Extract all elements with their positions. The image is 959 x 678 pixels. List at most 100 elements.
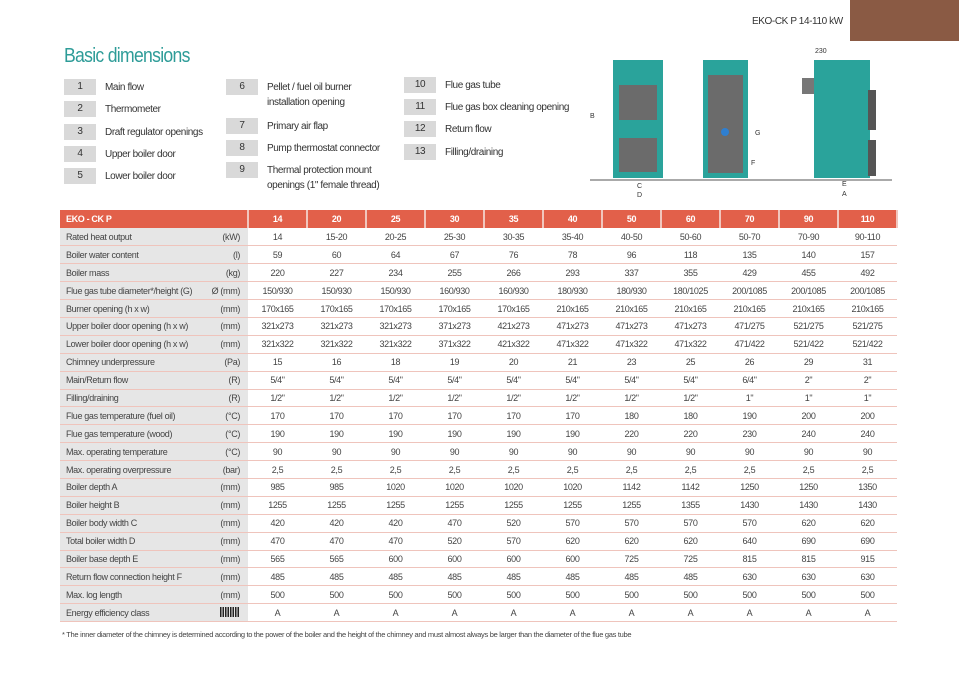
table-cell: 2,5 [425,460,484,479]
legend-number: 2 [64,101,96,117]
table-cell: 570 [543,514,602,533]
table-cell: 150/930 [248,281,307,301]
table-cell: 471x273 [661,317,720,336]
table-cell: 471x322 [602,335,661,354]
table-cell: 170 [248,406,307,426]
table-cell: A [484,603,543,623]
brand-corner-block [850,0,959,41]
table-cell: 220 [248,263,307,283]
table-cell: 321x322 [307,335,366,354]
legend-number: 6 [226,79,258,95]
table-cell: 60 [307,245,366,265]
model-column-header: 30 [425,210,485,228]
table-cell: 1020 [425,478,484,497]
table-cell: 170 [425,406,484,426]
table-cell: 200/1085 [838,281,897,301]
row-label: Boiler depth A [60,478,193,497]
row-unit: (mm) [193,478,248,497]
legend-text: Lower boiler door [105,171,176,182]
table-cell: 5/4" [661,371,720,390]
table-cell: 1255 [366,496,425,515]
table-cell: 5/4" [484,371,543,390]
table-cell: 170x165 [484,299,543,318]
table-cell: 500 [425,585,484,605]
legend-number: 8 [226,140,258,156]
table-cell: 485 [366,567,425,587]
table-cell: 135 [720,245,779,265]
model-column-header: 14 [248,210,308,228]
table-cell: 5/4" [307,371,366,390]
table-row: Energy efficiency class A A A A A A A A A A A [60,603,897,623]
table-cell: 220 [661,424,720,444]
model-column-header: 40 [543,210,603,228]
table-cell: 170 [366,406,425,426]
table-cell: 471x322 [543,335,602,354]
table-cell: 565 [307,550,366,569]
table-cell: 50-60 [661,228,720,247]
table-cell: 570 [720,514,779,533]
row-label: Boiler water content [60,245,193,265]
model-column-header: 50 [602,210,662,228]
table-cell: 90 [425,442,484,462]
table-cell: 190 [366,424,425,444]
table-cell: 600 [366,550,425,569]
table-row: Burner opening (h x w) (mm) 170x165 170x165… [60,299,897,318]
table-cell: 485 [484,567,543,587]
table-cell: 420 [366,514,425,533]
legend-item: 8 Pump thermostat connector [226,140,380,156]
table-cell: 190 [720,406,779,426]
legend-text: Main flow [105,82,144,93]
table-cell: 20 [484,353,543,372]
table-cell: 2" [779,371,838,390]
table-cell: 815 [720,550,779,569]
table-cell: 210x165 [661,299,720,318]
table-row: Boiler body width C (mm) 420 420 420 470 520 57… [60,514,897,533]
table-cell: 570 [602,514,661,533]
legend-number: 13 [404,144,436,160]
row-unit: (mm) [193,585,248,605]
table-cell: 90 [661,442,720,462]
table-cell: 180/1025 [661,281,720,301]
table-cell: 485 [307,567,366,587]
table-cell: 1255 [307,496,366,515]
table-cell: 600 [425,550,484,569]
table-cell: 500 [484,585,543,605]
table-cell: 2,5 [366,460,425,479]
table-cell: 1/2" [543,389,602,408]
table-cell: 25 [661,353,720,372]
model-range: EKO-CK P 14-110 kW [752,16,843,27]
table-cell: 470 [307,532,366,551]
table-cell: 321x273 [307,317,366,336]
table-cell: 470 [366,532,425,551]
legend-text: Return flow [445,124,492,135]
table-cell: 690 [779,532,838,551]
table-cell: 492 [838,263,897,283]
table-cell: 170 [484,406,543,426]
legend-number: 4 [64,146,96,162]
table-cell: 76 [484,245,543,265]
table-cell: 471x322 [661,335,720,354]
table-cell: A [720,603,779,623]
table-cell: 421x273 [484,317,543,336]
table-cell: 180 [602,406,661,426]
legend-number: 10 [404,77,436,93]
dim-c: C [637,183,642,190]
table-cell: 40-50 [602,228,661,247]
legend-number: 5 [64,168,96,184]
row-unit: (Pa) [193,353,248,372]
model-column-header: 35 [484,210,544,228]
row-unit: (R) [193,389,248,408]
table-row: Boiler height B (mm) 1255 1255 1255 1255 1255 1… [60,496,897,515]
table-cell: 485 [543,567,602,587]
table-cell: 255 [425,263,484,283]
boiler-diagram: 230 B C D G F E A [590,48,892,199]
table-cell: 500 [661,585,720,605]
legend-number: 7 [226,118,258,134]
table-cell: 620 [661,532,720,551]
legend-text: Flue gas tube [445,80,501,91]
row-label: Lower boiler door opening (h x w) [60,335,193,354]
table-cell: 630 [838,567,897,587]
table-cell: 2,5 [543,460,602,479]
row-unit: (mm) [193,299,248,318]
table-cell: 240 [838,424,897,444]
